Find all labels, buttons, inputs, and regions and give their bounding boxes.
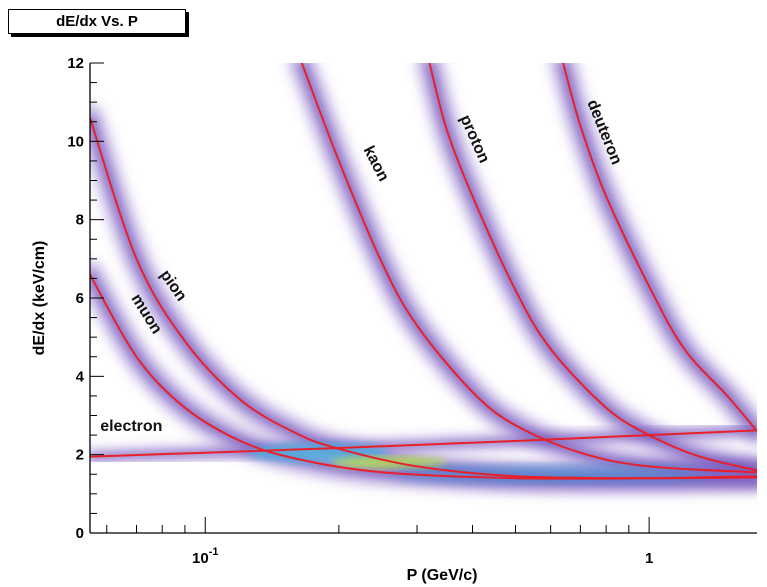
y-tick-label: 10 [67,133,84,150]
curve-pion [90,117,757,480]
y-tick-label: 8 [76,212,84,229]
curve-label-kaon: kaon [360,143,392,184]
curve-kaon [300,63,757,474]
density-bands [90,63,757,492]
curve-electron [90,429,757,458]
y-axis-title: dE/dx (keV/cm) [31,241,48,356]
x-axis-title: P (GeV/c) [407,567,478,584]
y-tick-label: 6 [76,290,84,307]
band-curves [90,63,757,480]
density-band-kaon [288,63,757,486]
y-tick-label: 4 [76,368,85,385]
density-hotspot-yellow [331,456,448,469]
y-tick-label: 2 [76,447,84,464]
curve-deuteron [562,63,757,432]
x-tick-label: 10-1 [192,546,218,567]
y-tick-label: 0 [76,525,84,542]
curve-proton [428,63,757,472]
x-tick-label: 1 [645,550,653,567]
y-tick-label: 12 [67,55,84,72]
curve-label-electron: electron [100,418,162,435]
chart-title: dE/dx Vs. P [8,9,186,34]
axes: 0 2 4 6 8 10 12 10-1 1 [67,55,757,567]
